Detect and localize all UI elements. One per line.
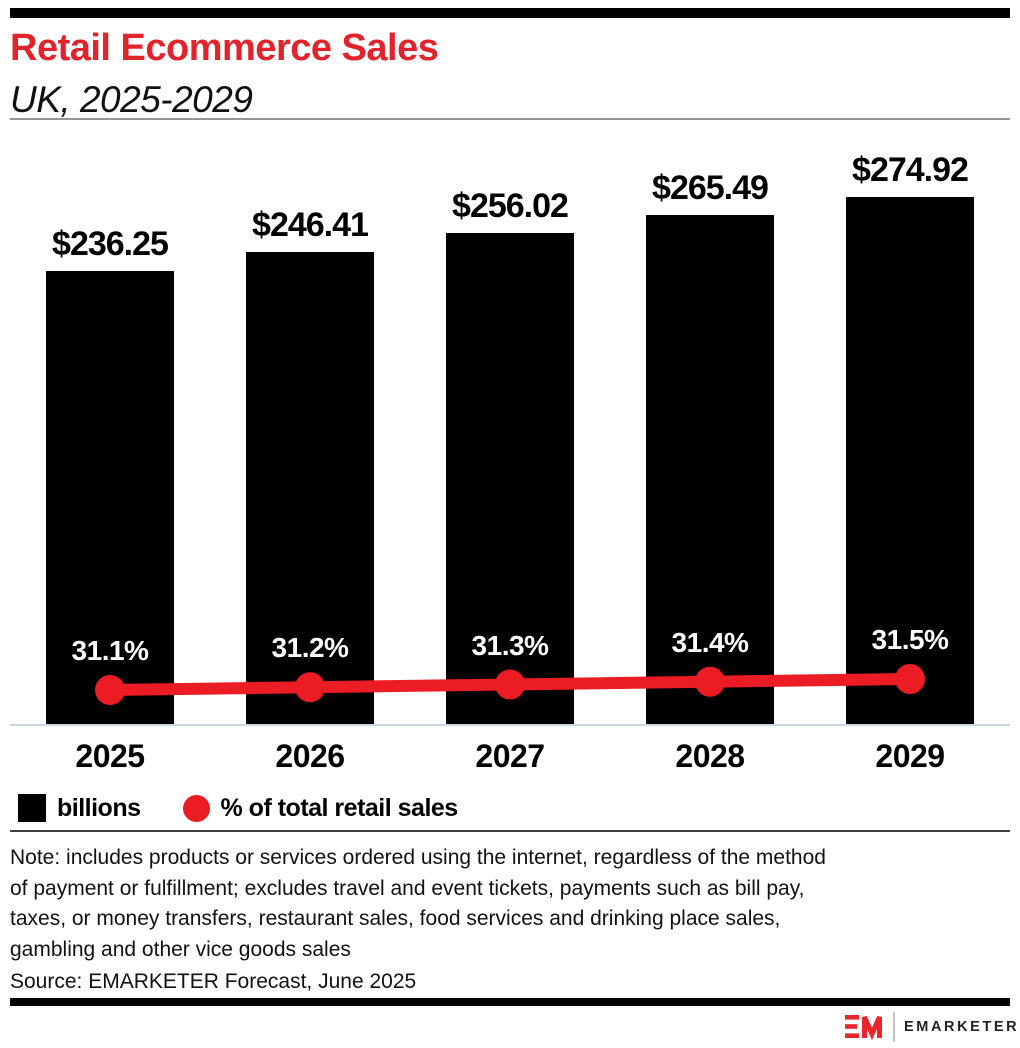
- source-line: Source: EMARKETER Forecast, June 2025: [10, 970, 417, 993]
- brand-divider: [893, 1012, 895, 1042]
- page-title: Retail Ecommerce Sales: [10, 27, 439, 69]
- legend-swatch-circle: [182, 794, 210, 822]
- legend-label: billions: [57, 793, 141, 822]
- note-line: of payment or fulfillment; excludes trav…: [10, 876, 805, 900]
- bottom-rule: [10, 998, 1010, 1006]
- x-tick-2026: 2026: [275, 738, 345, 774]
- x-tick-2029: 2029: [875, 738, 945, 774]
- note-line: gambling and other vice goods sales: [10, 937, 351, 961]
- x-tick-2028: 2028: [675, 738, 745, 774]
- brand-lockup: EMARKETER: [845, 1010, 1019, 1044]
- pct-label-2027: 31.3%: [471, 629, 549, 661]
- x-axis-line: [10, 724, 1010, 726]
- bar-value-label-2025: $236.25: [52, 225, 169, 264]
- legend: billions % of total retail sales: [18, 791, 500, 825]
- legend-item-pct: % of total retail sales: [182, 793, 459, 823]
- x-tick-2025: 2025: [75, 738, 145, 774]
- pct-label-2029: 31.5%: [871, 624, 949, 655]
- top-rule: [10, 8, 1010, 18]
- pct-label-2026: 31.2%: [271, 632, 349, 664]
- legend-label: % of total retail sales: [220, 793, 459, 822]
- bar-value-label-2026: $246.41: [252, 205, 369, 244]
- bar-value-label-2028: $265.49: [652, 169, 769, 208]
- legend-divider: [10, 830, 1010, 832]
- legend-swatch-square: [18, 794, 46, 822]
- page-subtitle: UK, 2025-2029: [10, 79, 253, 120]
- bar-2028: [646, 215, 774, 724]
- bar-2029: [846, 197, 974, 724]
- bar-value-label-2029: $274.92: [852, 151, 969, 189]
- note-line: Note: includes products or services orde…: [10, 846, 826, 869]
- bar-2026: [246, 251, 374, 724]
- bar-value-label-2027: $256.02: [452, 187, 569, 226]
- bar-2027: [446, 233, 574, 724]
- x-tick-2027: 2027: [475, 738, 545, 774]
- emarketer-logo-icon: [845, 1015, 882, 1040]
- legend-item-billions: billions: [18, 794, 141, 823]
- header-divider: [10, 118, 1010, 120]
- brand-name: EMARKETER: [904, 1019, 1020, 1035]
- bar-2025: [46, 271, 174, 724]
- pct-label-2025: 31.1%: [71, 635, 149, 666]
- footnote: Note: includes products or services orde…: [10, 843, 990, 965]
- pct-label-2028: 31.4%: [671, 626, 749, 658]
- note-line: taxes, or money transfers, restaurant sa…: [10, 907, 781, 930]
